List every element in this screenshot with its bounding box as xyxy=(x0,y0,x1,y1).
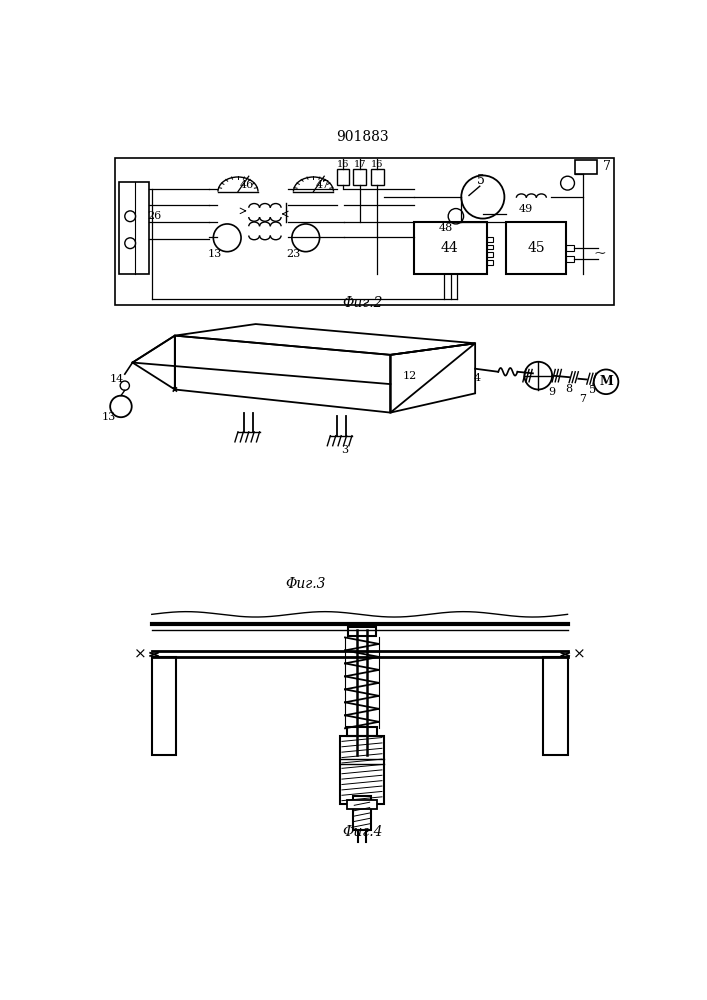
Text: 17: 17 xyxy=(354,160,366,169)
Text: 23: 23 xyxy=(286,249,300,259)
Text: Φиг.3: Φиг.3 xyxy=(286,577,326,591)
Text: 16: 16 xyxy=(371,160,384,169)
Bar xyxy=(371,169,383,185)
Text: 49: 49 xyxy=(519,204,533,214)
Bar xyxy=(486,237,493,242)
Text: ~: ~ xyxy=(593,247,607,261)
Text: 8: 8 xyxy=(566,384,573,394)
Text: ×: × xyxy=(134,647,146,661)
Text: 13: 13 xyxy=(102,412,116,422)
Text: 7: 7 xyxy=(603,160,611,173)
Bar xyxy=(486,252,493,257)
Text: 44: 44 xyxy=(441,241,459,255)
Bar xyxy=(575,160,597,174)
Bar xyxy=(340,736,383,804)
Bar xyxy=(337,169,349,185)
Bar xyxy=(119,182,148,274)
Text: 47: 47 xyxy=(315,180,329,190)
Text: 12: 12 xyxy=(402,371,417,381)
Text: 46: 46 xyxy=(240,180,255,190)
Text: 7: 7 xyxy=(580,394,586,404)
Text: Φиг.2: Φиг.2 xyxy=(342,296,383,310)
Bar xyxy=(486,245,493,249)
Text: 16: 16 xyxy=(337,160,349,169)
Text: 4: 4 xyxy=(474,373,481,383)
Bar xyxy=(354,169,366,185)
Text: 3: 3 xyxy=(341,445,348,455)
Bar xyxy=(414,222,486,274)
Bar xyxy=(152,657,176,755)
Text: 901883: 901883 xyxy=(337,130,389,144)
Bar xyxy=(506,222,566,274)
Bar xyxy=(348,627,376,636)
Bar xyxy=(346,727,378,736)
Text: 45: 45 xyxy=(528,241,546,255)
Text: 48: 48 xyxy=(439,223,453,233)
Text: 13: 13 xyxy=(208,249,222,259)
Text: 5: 5 xyxy=(477,174,484,187)
Text: 14: 14 xyxy=(110,374,124,384)
Text: M: M xyxy=(599,375,613,388)
Text: ×: × xyxy=(573,647,585,661)
Bar xyxy=(115,158,614,305)
Bar xyxy=(346,800,378,809)
Text: Φиг.4: Φиг.4 xyxy=(342,825,383,839)
Bar xyxy=(543,657,568,755)
Bar xyxy=(486,260,493,265)
Text: 5: 5 xyxy=(589,385,596,395)
Text: 9: 9 xyxy=(549,387,556,397)
Bar xyxy=(566,245,573,251)
Bar xyxy=(566,256,573,262)
Text: 26: 26 xyxy=(147,211,161,221)
Bar xyxy=(353,796,371,830)
